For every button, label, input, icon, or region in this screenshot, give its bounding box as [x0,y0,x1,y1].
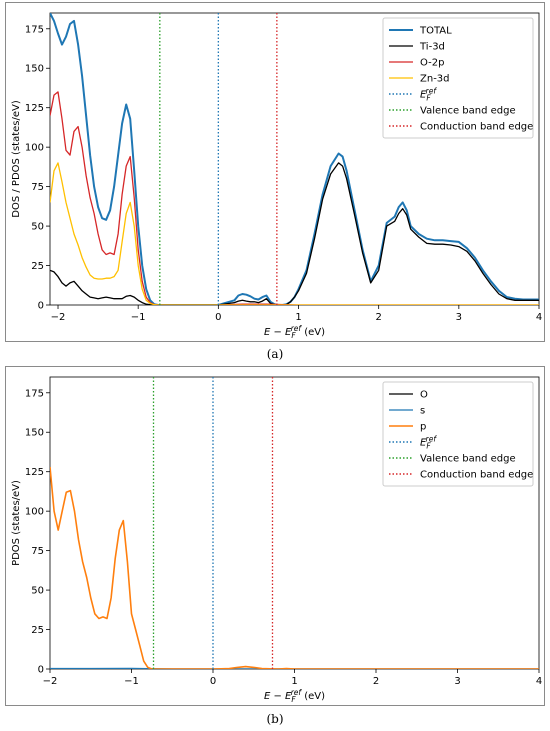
legend-box [382,17,534,139]
y-tick-label: 150 [25,64,44,75]
legend: TOTAL Ti-3d O-2p Zn-3d EFref Valence band edg… [382,17,534,139]
series-line-zn-3d [50,162,539,305]
panel-b-caption: (b) [266,712,284,726]
series-line-o-2p [50,91,539,305]
x-tick-label: 0 [215,312,221,323]
x-axis-label: E − EFref (eV) [264,688,325,704]
y-tick-label: 100 [25,143,44,154]
x-tick-label: 4 [536,676,542,687]
panel-a-caption: (a) [266,347,284,361]
x-tick-label: 3 [456,312,462,323]
series-line-total [50,13,539,305]
legend-box [382,381,534,487]
y-tick-label: 50 [31,222,44,233]
x-tick-label: −2 [43,676,58,687]
y-tick-label: 50 [31,586,44,597]
series-line-p [50,466,539,669]
y-tick-label: 25 [31,261,44,272]
y-tick-label: 0 [38,301,44,312]
chart-panel-b: −2 −1 0 1 2 3 4 0 25 50 75 100 125 150 175 E − EFref (e… [5,366,545,706]
y-tick-label: 100 [25,507,44,518]
legend-label: Ti-3d [419,42,445,53]
x-tick-label: 2 [373,676,379,687]
x-tick-label: 2 [375,312,381,323]
legend-label: Valence band edge [420,106,516,117]
legend-label: Valence band edge [420,454,516,465]
legend-label: Zn-3d [420,74,450,85]
chart-panel-a: −2 −1 0 1 2 3 4 0 25 50 75 100 125 150 175 E − EFref (e… [5,2,545,342]
x-tick-label: 0 [210,676,216,687]
legend-label: p [420,422,426,433]
y-axis-label: DOS / PDOS (states/eV) [11,100,22,218]
y-tick-label: 75 [31,546,44,557]
x-tick-label: 1 [291,676,297,687]
legend-label: s [420,406,425,417]
y-tick-label: 150 [25,428,44,439]
legend: Osp EFref Valence band edge Conduction band… [382,381,534,487]
legend-label: O-2p [420,58,444,69]
y-tick-label: 75 [31,182,44,193]
x-tick-label: −1 [131,312,146,323]
x-tick-label: −2 [51,312,66,323]
legend-label: EFref [420,87,437,103]
y-tick-label: 125 [25,103,44,114]
y-axis-label: PDOS (states/eV) [11,480,22,566]
pdos-chart-b: −2 −1 0 1 2 3 4 0 25 50 75 100 125 150 175 E − EFref (e… [11,376,542,704]
y-tick-label: 125 [25,467,44,478]
dos-chart-a: −2 −1 0 1 2 3 4 0 25 50 75 100 125 150 175 E − EFref (e… [11,12,542,340]
y-tick-label: 0 [38,665,44,676]
x-tick-label: 3 [454,676,460,687]
legend-label: TOTAL [419,26,452,37]
series-line-s [50,667,539,669]
x-tick-label: −1 [124,676,139,687]
y-tick-label: 25 [31,625,44,636]
legend-label: Conduction band edge [420,122,533,133]
legend-label: O [420,390,428,401]
legend-label: EFref [420,435,437,451]
series-line-ti-3d [50,162,539,305]
x-tick-label: 4 [536,312,542,323]
x-tick-label: 1 [295,312,301,323]
y-tick-label: 175 [25,24,44,35]
y-tick-label: 175 [25,388,44,399]
x-axis-label: E − EFref (eV) [264,324,325,340]
legend-label: Conduction band edge [420,470,533,481]
